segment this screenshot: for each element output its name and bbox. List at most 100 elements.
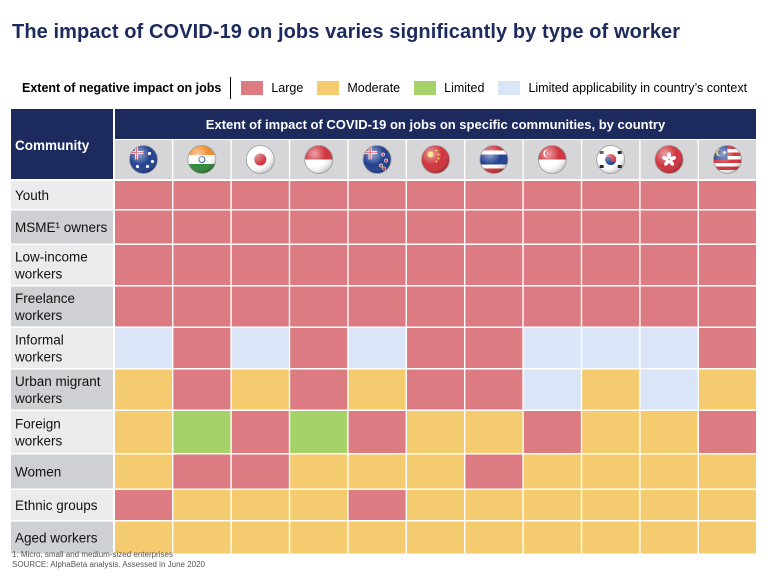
heatmap-cell <box>699 286 756 327</box>
heatmap-cell <box>465 369 523 410</box>
column-header-cell <box>115 109 756 139</box>
heatmap-cell <box>407 521 464 554</box>
legend-title: Extent of negative impact on jobs <box>22 81 222 95</box>
row-label-cell <box>11 454 113 489</box>
heatmap-cell <box>582 411 640 453</box>
row-label: Low-income <box>15 250 88 265</box>
legend-label-moderate: Moderate <box>347 81 401 95</box>
heatmap-cell <box>465 521 523 554</box>
row-label: Informal <box>15 333 64 348</box>
legend-swatch-large <box>241 81 264 95</box>
heatmap-cell <box>465 454 523 489</box>
heatmap-cell <box>523 245 581 285</box>
heatmap-cell <box>290 328 348 368</box>
heatmap-cell <box>465 286 523 327</box>
row-label: Ethnic groups <box>15 498 98 513</box>
column-header-label: Extent of impact of COVID-19 on jobs on … <box>206 117 666 132</box>
heatmap-cell <box>465 328 523 368</box>
heatmap-cell <box>231 328 289 368</box>
heatmap-cell <box>407 454 464 489</box>
legend-label-limited-applicability: Limited applicability in country’s conte… <box>528 81 748 95</box>
heatmap-cell <box>231 286 289 327</box>
legend-swatch-limited <box>414 81 437 95</box>
row-label-cell <box>11 328 113 368</box>
heatmap-cell <box>407 286 464 327</box>
legend-item-limited: Limited <box>414 81 484 95</box>
heatmap-cell <box>407 411 464 453</box>
footnote-msme: 1. Micro, small and medium-sized enterpr… <box>12 550 173 559</box>
row-label: Urban migrant <box>15 374 101 389</box>
heatmap-cell <box>231 369 289 410</box>
south-korea-flag-icon <box>596 145 626 174</box>
legend-divider <box>230 77 232 99</box>
row-label: Women <box>15 465 61 480</box>
heatmap-cell <box>290 411 348 453</box>
heatmap-cell <box>348 454 406 489</box>
indonesia-flag-icon <box>304 145 334 174</box>
heatmap-cell <box>582 454 640 489</box>
heatmap-cell <box>290 286 348 327</box>
row-label: workers <box>14 434 63 449</box>
heatmap-cell <box>465 411 523 453</box>
legend-item-limited-applicability: Limited applicability in country’s conte… <box>498 81 747 95</box>
heatmap-cell <box>348 328 406 368</box>
heatmap-cell <box>582 245 640 285</box>
heatmap-cell <box>115 286 172 327</box>
heatmap-cell <box>348 411 406 453</box>
heatmap-cell <box>115 245 172 285</box>
heatmap-cell <box>290 490 348 520</box>
heatmap-cell <box>173 328 231 368</box>
row-label: MSME¹ owners <box>15 220 108 235</box>
australia-flag-icon <box>129 145 158 174</box>
heatmap-cell <box>523 411 581 453</box>
heatmap-cell <box>523 328 581 368</box>
heatmap-cell <box>173 245 231 285</box>
row-header-cell <box>11 109 113 179</box>
row-label: Foreign <box>15 417 61 432</box>
heatmap-cell <box>640 490 698 520</box>
hong-kong-flag-icon <box>654 145 684 174</box>
heatmap-cell <box>582 210 640 244</box>
heatmap-cell <box>407 210 464 244</box>
heatmap-cell <box>407 328 464 368</box>
heatmap-cell <box>348 286 406 327</box>
thailand-flag-icon <box>479 145 509 174</box>
row-label-cell <box>11 286 113 327</box>
heatmap-cell <box>523 490 581 520</box>
row-label: workers <box>14 267 63 282</box>
heatmap-cell <box>640 411 698 453</box>
legend-item-moderate: Moderate <box>317 81 400 95</box>
heatmap-cell <box>582 181 640 209</box>
heatmap-cell <box>173 411 231 453</box>
row-label-cell <box>11 181 113 209</box>
heatmap-cell <box>231 490 289 520</box>
row-label: workers <box>14 308 63 323</box>
heatmap-cell <box>582 369 640 410</box>
heatmap-cell <box>115 328 172 368</box>
heatmap-cell <box>115 411 172 453</box>
india-flag-icon <box>187 145 217 174</box>
heatmap-cell <box>699 490 756 520</box>
heatmap-cell <box>640 181 698 209</box>
heatmap-cell <box>465 181 523 209</box>
heatmap-cell <box>173 490 231 520</box>
heatmap-cell <box>465 245 523 285</box>
footnote-source: SOURCE: AlphaBeta analysis. Assessed in … <box>12 560 205 569</box>
heatmap-cell <box>231 210 289 244</box>
heatmap-cell <box>465 490 523 520</box>
legend: Extent of negative impact on jobs Large … <box>22 77 747 99</box>
heatmap-cell <box>640 210 698 244</box>
row-label-cell <box>11 411 113 453</box>
heatmap-cell <box>407 245 464 285</box>
heatmap-cell <box>582 521 640 554</box>
japan-flag-icon <box>245 145 275 174</box>
row-label: workers <box>14 391 63 406</box>
heatmap-cell <box>640 245 698 285</box>
row-label-cell <box>11 245 113 285</box>
heatmap-cell <box>523 521 581 554</box>
heatmap-cell <box>640 286 698 327</box>
heatmap-cell <box>348 521 406 554</box>
heatmap-cell <box>173 454 231 489</box>
legend-item-large: Large <box>241 81 303 95</box>
heatmap-cell <box>290 521 348 554</box>
